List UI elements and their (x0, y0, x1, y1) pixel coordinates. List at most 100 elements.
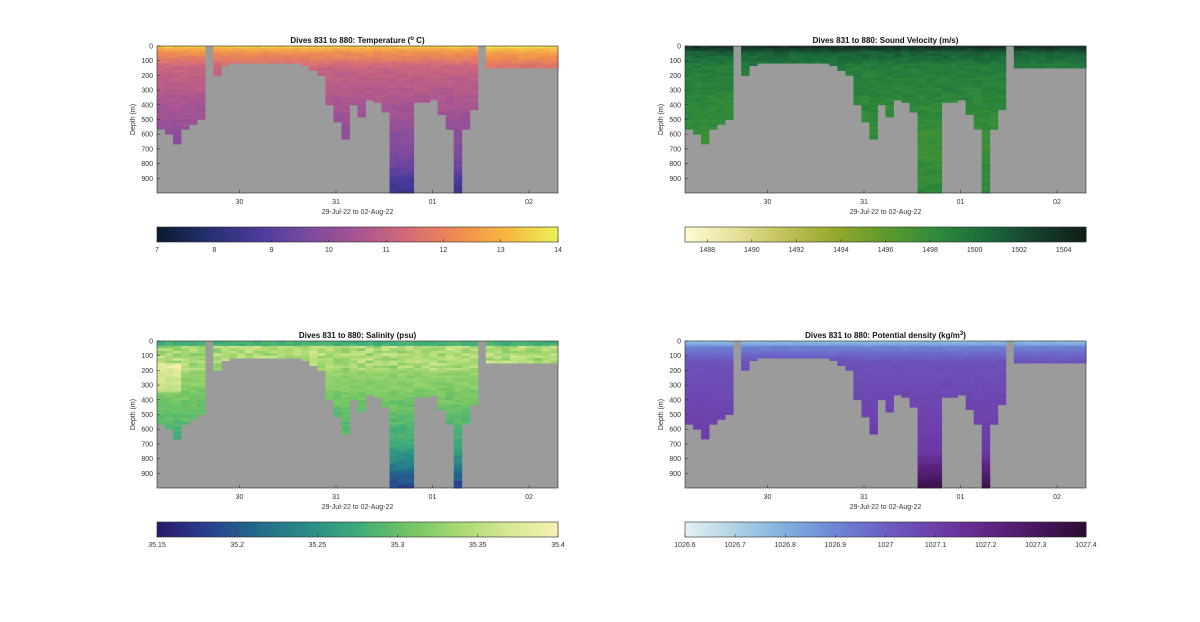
heatmap-cell (909, 394, 918, 398)
heatmap-cell (469, 65, 479, 69)
heatmap-cell (805, 345, 814, 349)
heatmap-cell (997, 345, 1007, 349)
heatmap-cell (693, 46, 702, 49)
heatmap-cell (381, 97, 390, 101)
heatmap-cell (973, 419, 983, 423)
heatmap-cell (453, 394, 463, 398)
heatmap-cell (701, 431, 710, 435)
heatmap-cell (709, 87, 718, 91)
heatmap-cell (365, 95, 374, 98)
heatmap-cell (197, 392, 206, 396)
heatmap-cell (325, 392, 334, 396)
heatmap-cell (197, 365, 206, 369)
heatmap-cell (461, 402, 471, 406)
heatmap-cell (325, 99, 334, 103)
heatmap-cell (869, 82, 878, 86)
heatmap-cell (157, 70, 166, 74)
heatmap-cell (437, 358, 447, 361)
heatmap-cell (1045, 360, 1055, 364)
heatmap-cell (165, 341, 174, 344)
heatmap-cell (453, 429, 463, 433)
heatmap-cell (301, 50, 310, 54)
heatmap-cell (757, 46, 766, 49)
heatmap-cell (253, 60, 262, 64)
heatmap-cell (1013, 46, 1023, 49)
heatmap-cell (389, 350, 398, 354)
heatmap-cell (933, 92, 943, 96)
heatmap-cell (861, 392, 870, 396)
heatmap-cell (1021, 53, 1031, 57)
heatmap-cell (333, 397, 342, 401)
heatmap-cell (213, 48, 222, 52)
colorbar-tick-label: 1500 (967, 247, 983, 254)
heatmap-cell (461, 372, 471, 376)
heatmap-cell (893, 375, 902, 379)
colorbar-segment (853, 522, 858, 537)
heatmap-cell (173, 367, 182, 371)
heatmap-cell (1069, 48, 1079, 52)
heatmap-cell (869, 72, 878, 76)
heatmap-cell (381, 392, 390, 396)
heatmap-cell (917, 87, 926, 91)
heatmap-cell (693, 360, 702, 364)
heatmap-cell (421, 63, 431, 66)
heatmap-cell (925, 104, 935, 108)
heatmap-cell (461, 85, 471, 89)
heatmap-cell (1029, 355, 1039, 359)
heatmap-cell (397, 151, 407, 155)
heatmap-cell (981, 117, 991, 120)
heatmap-cell (413, 377, 423, 381)
heatmap-cell (997, 68, 1007, 71)
heatmap-cell (925, 109, 935, 113)
heatmap-cell (405, 87, 415, 91)
heatmap-cell (173, 414, 182, 418)
heatmap-cell (1021, 50, 1031, 54)
heatmap-cell (925, 121, 935, 125)
heatmap-cell (317, 63, 326, 66)
heatmap-cell (869, 385, 878, 388)
heatmap-cell (405, 424, 415, 428)
heatmap-cell (917, 370, 926, 374)
colorbar-segment (513, 522, 519, 537)
heatmap-cell (1069, 360, 1079, 364)
heatmap-cell (925, 185, 935, 189)
heatmap-cell (421, 355, 431, 359)
heatmap-cell (685, 372, 694, 376)
chart-title: Dives 831 to 880: Temperature (o C) (290, 36, 425, 45)
heatmap-cell (941, 353, 951, 357)
heatmap-cell (213, 60, 222, 64)
heatmap-cell (829, 53, 838, 57)
heatmap-cell (309, 63, 318, 66)
heatmap-cell (357, 372, 366, 376)
heatmap-cell (749, 348, 758, 352)
heatmap-cell (381, 394, 390, 398)
heatmap-cell (693, 87, 702, 91)
heatmap-cell (213, 46, 222, 49)
heatmap-cell (925, 385, 935, 388)
heatmap-cell (869, 95, 878, 98)
heatmap-cell (813, 341, 822, 344)
heatmap-cell (861, 385, 870, 388)
heatmap-cell (861, 414, 870, 418)
heatmap-cell (909, 75, 918, 79)
heatmap-cell (181, 412, 190, 415)
colorbar-segment (1065, 227, 1071, 242)
colorbar-segment (369, 522, 375, 537)
heatmap-cell (445, 345, 455, 349)
heatmap-cell (709, 350, 718, 354)
heatmap-cell (509, 50, 519, 54)
colorbar-segment (685, 227, 690, 242)
colorbar-segment (469, 227, 475, 242)
heatmap-cell (397, 121, 407, 125)
heatmap-cell (701, 385, 710, 388)
heatmap-cell (429, 363, 439, 366)
heatmap-cell (445, 370, 455, 374)
heatmap-cell (333, 92, 342, 96)
heatmap-cell (773, 348, 782, 352)
heatmap-cell (389, 77, 398, 81)
heatmap-cell (357, 99, 366, 103)
colorbar-segment (813, 227, 818, 242)
heatmap-cell (997, 343, 1007, 347)
heatmap-cell (925, 439, 935, 442)
heatmap-cell (541, 46, 551, 49)
